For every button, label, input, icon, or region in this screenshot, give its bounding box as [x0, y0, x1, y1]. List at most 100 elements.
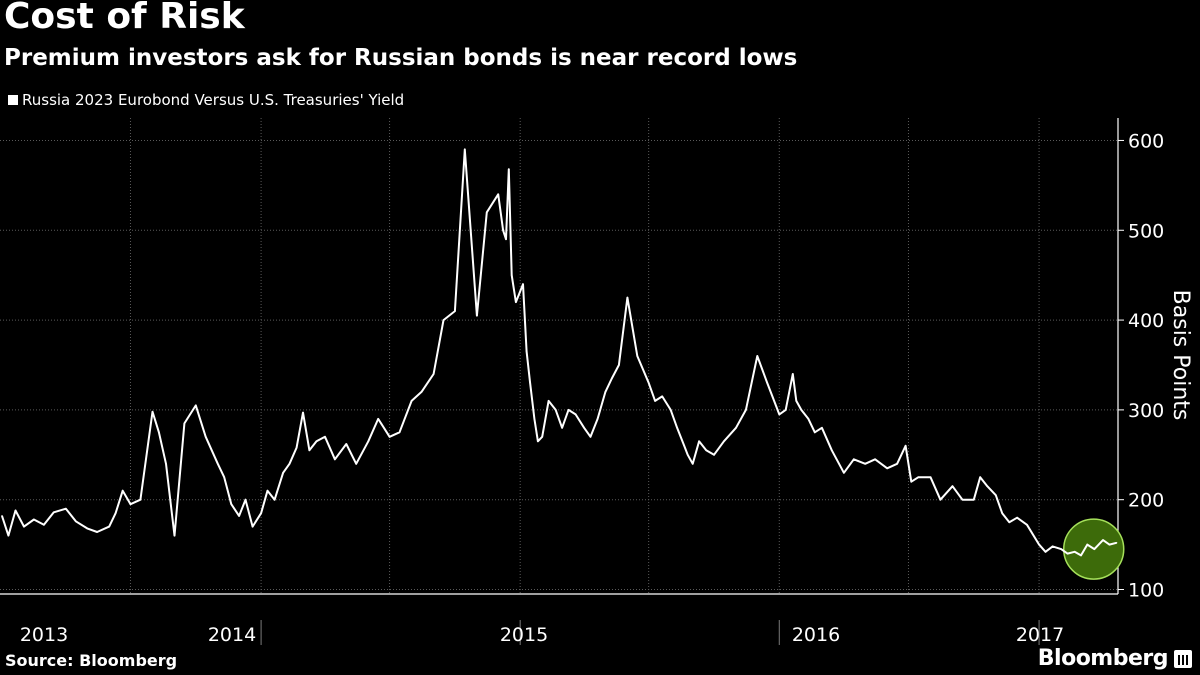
- data-point: [388, 436, 391, 438]
- data-point: [979, 476, 981, 479]
- y-tick-label: 200: [1128, 490, 1164, 512]
- data-point: [442, 319, 445, 321]
- data-point: [497, 193, 500, 196]
- data-point: [986, 485, 989, 488]
- data-point: [574, 413, 577, 416]
- data-point: [183, 422, 186, 425]
- data-point: [273, 498, 276, 501]
- data-point: [129, 503, 132, 506]
- data-point: [874, 458, 876, 461]
- data-point: [784, 409, 787, 411]
- data-point: [308, 449, 311, 452]
- data-point: [1044, 551, 1047, 553]
- data-point: [324, 436, 326, 438]
- data-point: [315, 440, 318, 443]
- data-point: [529, 382, 531, 384]
- data-point: [108, 525, 110, 528]
- data-point: [251, 525, 254, 528]
- data-point: [853, 458, 855, 461]
- data-point: [626, 296, 629, 299]
- data-point: [454, 310, 456, 312]
- data-point: [502, 229, 504, 232]
- data-point: [676, 427, 678, 429]
- data-point: [1086, 543, 1089, 546]
- legend-swatch: [8, 95, 18, 105]
- data-point: [238, 515, 240, 517]
- data-point: [367, 440, 370, 443]
- data-point: [1073, 551, 1076, 553]
- series-layer: [1, 148, 1118, 557]
- data-point: [567, 409, 570, 411]
- data-point: [766, 382, 768, 384]
- x-axis-ticks: 2013 2014 2015 2016 2017: [20, 620, 1064, 646]
- data-point: [537, 440, 539, 443]
- data-point: [661, 395, 663, 398]
- data-point: [686, 454, 689, 456]
- data-point: [65, 507, 67, 510]
- data-point: [410, 400, 413, 402]
- data-point: [223, 476, 225, 479]
- data-point: [508, 168, 510, 170]
- data-point: [778, 413, 781, 416]
- bloomberg-mark-icon: [1174, 650, 1192, 668]
- data-point: [1016, 516, 1018, 519]
- data-point: [618, 364, 620, 366]
- data-point: [705, 449, 707, 452]
- data-point: [917, 476, 920, 479]
- data-point: [43, 524, 45, 526]
- data-point: [951, 485, 954, 488]
- data-point: [939, 498, 942, 501]
- data-point: [114, 512, 117, 514]
- legend: Russia 2023 Eurobond Versus U.S. Treasur…: [8, 91, 404, 109]
- data-point: [929, 476, 932, 479]
- data-point: [432, 373, 435, 375]
- data-point: [1008, 521, 1011, 523]
- data-point: [334, 458, 336, 461]
- data-point: [973, 498, 975, 501]
- data-point: [355, 463, 358, 465]
- chart-title: Cost of Risk: [4, 0, 245, 37]
- y-axis-label: Basis Points: [1168, 290, 1193, 421]
- data-point: [377, 418, 380, 420]
- data-point: [1093, 548, 1096, 550]
- data-point: [525, 350, 528, 353]
- x-tick-label: 2017: [1016, 624, 1064, 646]
- data-point: [864, 463, 866, 465]
- data-point: [522, 283, 524, 286]
- data-point: [288, 463, 291, 465]
- data-point: [53, 511, 55, 514]
- data-point: [121, 489, 124, 492]
- data-point: [1108, 543, 1111, 546]
- data-point: [476, 314, 478, 317]
- data-point: [800, 409, 803, 411]
- x-tick-label: 2014: [208, 624, 256, 646]
- y-tick-label: 400: [1128, 310, 1164, 332]
- data-point: [596, 418, 599, 420]
- data-point: [75, 520, 77, 523]
- data-point: [541, 436, 543, 438]
- data-point: [345, 443, 348, 445]
- data-point: [158, 431, 160, 434]
- data-point: [904, 445, 907, 447]
- data-point: [647, 382, 650, 384]
- axes: [0, 118, 1119, 595]
- data-point: [554, 409, 557, 411]
- data-point: [260, 512, 262, 514]
- data-point: [547, 400, 550, 402]
- source-note: Source: Bloomberg: [5, 651, 178, 670]
- data-point: [683, 445, 685, 447]
- data-point: [1, 515, 3, 517]
- data-point: [151, 410, 154, 413]
- data-point: [23, 525, 25, 528]
- data-point: [691, 463, 694, 465]
- data-point: [831, 449, 833, 452]
- data-point: [282, 472, 284, 474]
- data-point: [1001, 512, 1003, 514]
- data-point: [14, 509, 17, 512]
- data-point: [713, 454, 715, 456]
- data-point: [807, 418, 810, 420]
- bloomberg-logo: Bloomberg: [1037, 646, 1169, 671]
- data-point: [464, 148, 466, 151]
- data-point: [244, 498, 247, 501]
